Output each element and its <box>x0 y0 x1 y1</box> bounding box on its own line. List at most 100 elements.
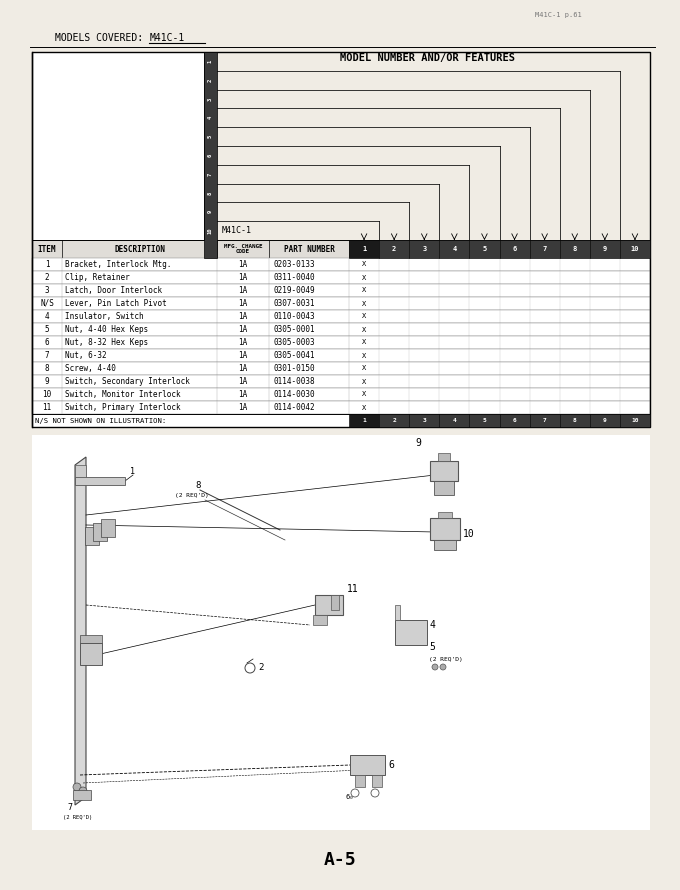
Text: 6: 6 <box>388 760 394 770</box>
Bar <box>530 414 560 427</box>
Text: 7: 7 <box>208 173 213 176</box>
Text: 5: 5 <box>45 325 50 334</box>
Text: ITEM: ITEM <box>38 245 56 254</box>
Text: DESCRIPTION: DESCRIPTION <box>114 245 165 254</box>
Text: 8: 8 <box>208 191 213 195</box>
Bar <box>85 527 99 545</box>
Text: 1A: 1A <box>239 260 248 269</box>
Bar <box>80 643 102 665</box>
Bar <box>32 284 650 297</box>
Text: 11: 11 <box>347 584 359 594</box>
Text: 11: 11 <box>42 403 52 412</box>
Text: 2: 2 <box>392 418 396 423</box>
Text: Nut, 4-40 Hex Keps: Nut, 4-40 Hex Keps <box>65 325 148 334</box>
Bar <box>80 635 102 643</box>
Text: 9: 9 <box>602 246 607 252</box>
Text: 6: 6 <box>513 246 517 252</box>
Text: 0307-0031: 0307-0031 <box>273 299 315 308</box>
Text: Switch, Primary Interlock: Switch, Primary Interlock <box>65 403 181 412</box>
Bar <box>395 605 400 620</box>
Text: Insulator, Switch: Insulator, Switch <box>65 312 143 321</box>
Text: X: X <box>362 339 366 345</box>
Text: 2: 2 <box>45 273 50 282</box>
Bar <box>32 240 650 258</box>
Text: N/S: N/S <box>40 299 54 308</box>
Bar <box>32 52 650 427</box>
Text: 6: 6 <box>45 338 50 347</box>
Bar <box>32 297 650 310</box>
Bar <box>331 595 339 610</box>
Text: X: X <box>362 352 366 359</box>
Text: 8: 8 <box>573 418 577 423</box>
Bar <box>438 512 452 518</box>
Bar <box>439 414 469 427</box>
Text: 5: 5 <box>208 135 213 138</box>
Text: Switch, Secondary Interlock: Switch, Secondary Interlock <box>65 377 190 386</box>
Bar <box>75 477 125 485</box>
Text: 2: 2 <box>392 246 396 252</box>
Text: 1A: 1A <box>239 312 248 321</box>
Bar <box>32 271 650 284</box>
Text: 5: 5 <box>482 246 487 252</box>
Text: Bracket, Interlock Mtg.: Bracket, Interlock Mtg. <box>65 260 171 269</box>
Text: 1A: 1A <box>239 338 248 347</box>
Text: 1: 1 <box>130 466 135 475</box>
Text: 3: 3 <box>208 97 213 101</box>
Bar <box>430 461 458 481</box>
Text: 8: 8 <box>45 364 50 373</box>
Text: 10: 10 <box>631 246 639 252</box>
Text: 1A: 1A <box>239 364 248 373</box>
Text: 10: 10 <box>631 418 639 423</box>
Text: M41C-1: M41C-1 <box>222 226 252 235</box>
Text: 4: 4 <box>208 117 213 119</box>
Bar <box>32 362 650 375</box>
Text: 1A: 1A <box>239 403 248 412</box>
Text: X: X <box>362 392 366 398</box>
Bar <box>349 414 379 427</box>
Text: (2 REQ'D): (2 REQ'D) <box>429 657 463 661</box>
Text: 5: 5 <box>483 418 486 423</box>
Text: 4: 4 <box>429 620 435 630</box>
Bar <box>500 414 530 427</box>
Polygon shape <box>75 457 86 805</box>
Bar <box>32 401 650 414</box>
Bar <box>32 52 204 240</box>
Text: 1A: 1A <box>239 299 248 308</box>
Text: Nut, 6-32: Nut, 6-32 <box>65 351 107 360</box>
Text: MODEL NUMBER AND/OR FEATURES: MODEL NUMBER AND/OR FEATURES <box>339 53 515 63</box>
Bar <box>434 540 456 550</box>
Text: X: X <box>362 378 366 384</box>
Text: 7: 7 <box>67 803 72 812</box>
Text: Screw, 4-40: Screw, 4-40 <box>65 364 116 373</box>
Text: Lever, Pin Latch Pivot: Lever, Pin Latch Pivot <box>65 299 167 308</box>
Bar <box>409 414 439 427</box>
Text: Latch, Door Interlock: Latch, Door Interlock <box>65 286 162 295</box>
Text: M41C-1 p.61: M41C-1 p.61 <box>535 12 582 18</box>
Text: 4: 4 <box>452 418 456 423</box>
Text: X: X <box>362 301 366 306</box>
Bar <box>469 414 500 427</box>
Text: 4: 4 <box>452 246 456 252</box>
Bar <box>349 240 379 258</box>
Text: 7: 7 <box>543 418 547 423</box>
Bar <box>32 435 650 830</box>
Text: 0311-0040: 0311-0040 <box>273 273 315 282</box>
Bar <box>469 240 500 258</box>
Text: 9: 9 <box>45 377 50 386</box>
Bar <box>32 310 650 323</box>
Text: X: X <box>362 404 366 410</box>
Text: 0110-0043: 0110-0043 <box>273 312 315 321</box>
Text: 3: 3 <box>422 246 426 252</box>
Text: PART NUMBER: PART NUMBER <box>284 245 335 254</box>
Bar <box>379 240 409 258</box>
Text: 1A: 1A <box>239 351 248 360</box>
Text: Switch, Monitor Interlock: Switch, Monitor Interlock <box>65 390 181 399</box>
Bar <box>430 518 460 540</box>
Text: 0114-0030: 0114-0030 <box>273 390 315 399</box>
Text: 0305-0001: 0305-0001 <box>273 325 315 334</box>
Text: 9: 9 <box>208 210 213 214</box>
Bar <box>434 481 454 495</box>
Bar <box>620 414 650 427</box>
Text: 1A: 1A <box>239 325 248 334</box>
Text: X: X <box>362 366 366 371</box>
